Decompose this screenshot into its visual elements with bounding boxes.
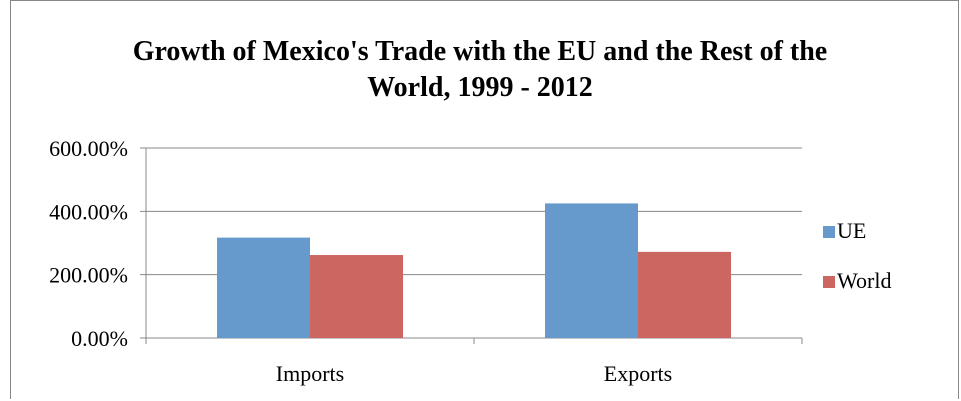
- x-axis-category-labels: Imports Exports: [276, 361, 672, 386]
- y-tick-label: 600.00%: [49, 136, 128, 161]
- legend: UE World: [823, 218, 891, 293]
- legend-swatch-world: [823, 276, 835, 288]
- x-category-label: Exports: [604, 361, 672, 386]
- legend-swatch-ue: [823, 226, 835, 238]
- legend-label-ue: UE: [837, 218, 866, 243]
- chart-frame: [10, 0, 959, 399]
- chart-title: Growth of Mexico's Trade with the EU and…: [132, 36, 828, 103]
- bar-world-exports: [638, 251, 731, 338]
- x-category-label: Imports: [276, 361, 344, 386]
- y-tick-label: 400.00%: [49, 199, 128, 224]
- bar-ue-imports: [217, 237, 310, 338]
- y-tick-label: 200.00%: [49, 263, 128, 288]
- bar-ue-exports: [545, 203, 638, 338]
- legend-label-world: World: [837, 268, 891, 293]
- bar-world-imports: [310, 255, 403, 338]
- bars: [217, 203, 731, 338]
- y-tick-label: 0.00%: [71, 326, 128, 351]
- y-axis-tick-labels: 0.00% 200.00% 400.00% 600.00%: [49, 136, 128, 351]
